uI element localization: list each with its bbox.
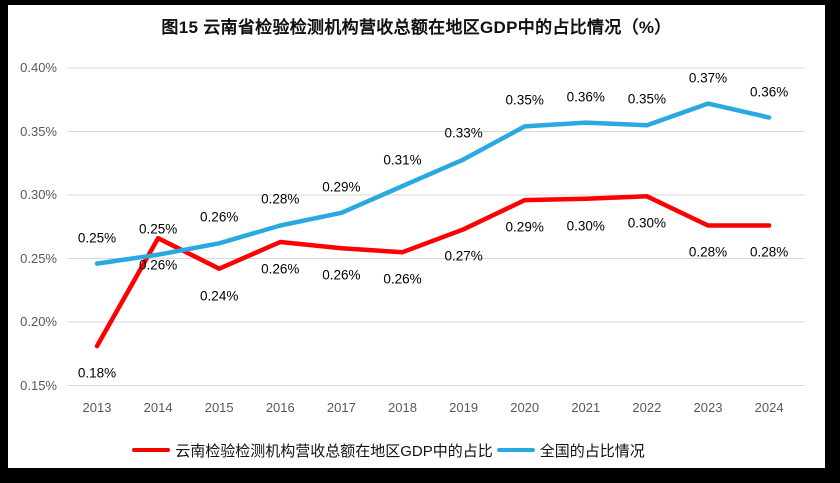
y-tick-label: 0.30% (20, 187, 57, 202)
data-label-yunnan: 0.28% (749, 244, 789, 260)
y-tick-label: 0.35% (20, 123, 57, 139)
series-line-national (94, 101, 772, 266)
data-label-national: 0.35% (627, 91, 667, 107)
x-tick-label: 2024 (754, 400, 784, 415)
chart-canvas (8, 5, 825, 468)
data-label-national: 0.36% (749, 84, 789, 100)
data-label-yunnan: 0.24% (200, 288, 239, 304)
data-label-yunnan: 0.26% (261, 261, 300, 277)
data-label-national: 0.26% (200, 209, 239, 225)
y-tick-label: 0.40% (20, 60, 57, 75)
legend-label-national: 全国的占比情况 (539, 442, 645, 460)
x-tick-label: 2016 (265, 400, 295, 415)
x-tick-label: 2015 (204, 400, 234, 415)
data-label-yunnan: 0.30% (627, 215, 667, 231)
data-label-yunnan: 0.26% (383, 271, 422, 287)
x-tick-label: 2018 (388, 400, 417, 415)
y-tick-label: 0.25% (20, 250, 57, 266)
series-line-yunnan (94, 194, 772, 349)
legend-item-yunnan: 云南检验检测机构营收总额在地区GDP中的占比 (132, 440, 493, 461)
data-label-national: 0.33% (444, 125, 483, 141)
data-label-yunnan: 0.26% (322, 267, 361, 283)
data-label-yunnan: 0.29% (505, 219, 544, 235)
data-label-yunnan: 0.26% (138, 257, 178, 273)
data-label-national: 0.28% (261, 191, 300, 207)
legend-line-swatch-blue (496, 447, 535, 453)
x-tick-label: 2014 (143, 400, 173, 415)
y-tick-label: 0.20% (20, 314, 57, 329)
data-label-yunnan: 0.30% (566, 218, 605, 234)
data-label-national: 0.29% (322, 179, 361, 195)
data-label-yunnan: 0.18% (77, 365, 117, 381)
data-label-national: 0.25% (77, 230, 117, 246)
x-tick-label: 2019 (449, 400, 479, 415)
data-label-national: 0.35% (505, 92, 544, 108)
legend-line-swatch-red (132, 447, 171, 453)
data-label-national: 0.37% (688, 70, 728, 86)
x-tick-label: 2017 (326, 400, 356, 415)
data-label-yunnan: 0.28% (688, 244, 728, 260)
y-tick-label: 0.15% (20, 377, 57, 393)
legend-item-national: 全国的占比情况 (496, 440, 645, 461)
x-tick-label: 2021 (571, 400, 601, 415)
chart-legend: 云南检验检测机构营收总额在地区GDP中的占比 全国的占比情况 (0, 439, 797, 461)
data-label-national: 0.25% (138, 221, 178, 237)
x-tick-label: 2022 (632, 400, 662, 415)
x-tick-label: 2020 (510, 400, 540, 415)
chart-title: 图15 云南省检验检测机构营收总额在地区GDP中的占比情况（%） (161, 18, 672, 37)
data-label-national: 0.31% (383, 152, 422, 168)
data-label-national: 0.36% (566, 89, 605, 105)
legend-label-yunnan: 云南检验检测机构营收总额在地区GDP中的占比 (175, 442, 493, 460)
x-tick-label: 2013 (82, 400, 112, 415)
x-tick-label: 2023 (693, 400, 723, 415)
data-label-yunnan: 0.27% (444, 248, 483, 264)
